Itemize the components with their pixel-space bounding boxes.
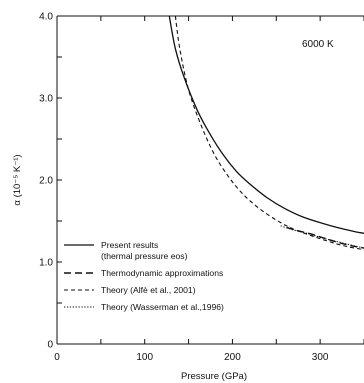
y-tick-label: 4.0 xyxy=(39,12,53,23)
x-tick-label: 200 xyxy=(224,352,241,363)
legend-label-1: (thermal pressure eos) xyxy=(101,251,188,261)
series-line-3 xyxy=(174,16,364,251)
y-tick-label: 3.0 xyxy=(39,94,53,105)
y-tick-label: 2.0 xyxy=(39,176,53,187)
temperature-annotation: 6000 K xyxy=(302,39,334,50)
series-layer xyxy=(168,16,364,251)
legend-label-3: Theory (Alfè et al., 2001) xyxy=(101,285,196,295)
legend-label-4: Theory (Wasserman et al.,1996) xyxy=(101,302,224,312)
x-tick-label: 100 xyxy=(136,352,153,363)
legend: Present results(thermal pressure eos) The… xyxy=(64,240,224,312)
x-tick-label: 300 xyxy=(312,352,329,363)
series-line-4 xyxy=(280,225,364,249)
y-tick-label: 1.0 xyxy=(39,258,53,269)
series-line-1 xyxy=(168,16,364,234)
ticks-layer: 0 100 200 300 0 1.0 2.0 3.0 4.0 xyxy=(39,12,364,363)
legend-label-2: Thermodynamic approximations xyxy=(101,268,223,278)
y-axis-label: α (10⁻⁵ K⁻¹) xyxy=(12,154,23,205)
legend-label-1: Present results xyxy=(101,240,158,250)
x-axis-label: Pressure (GPa) xyxy=(181,371,247,382)
x-tick-label: 0 xyxy=(54,352,60,363)
y-tick-label: 0 xyxy=(47,340,53,351)
